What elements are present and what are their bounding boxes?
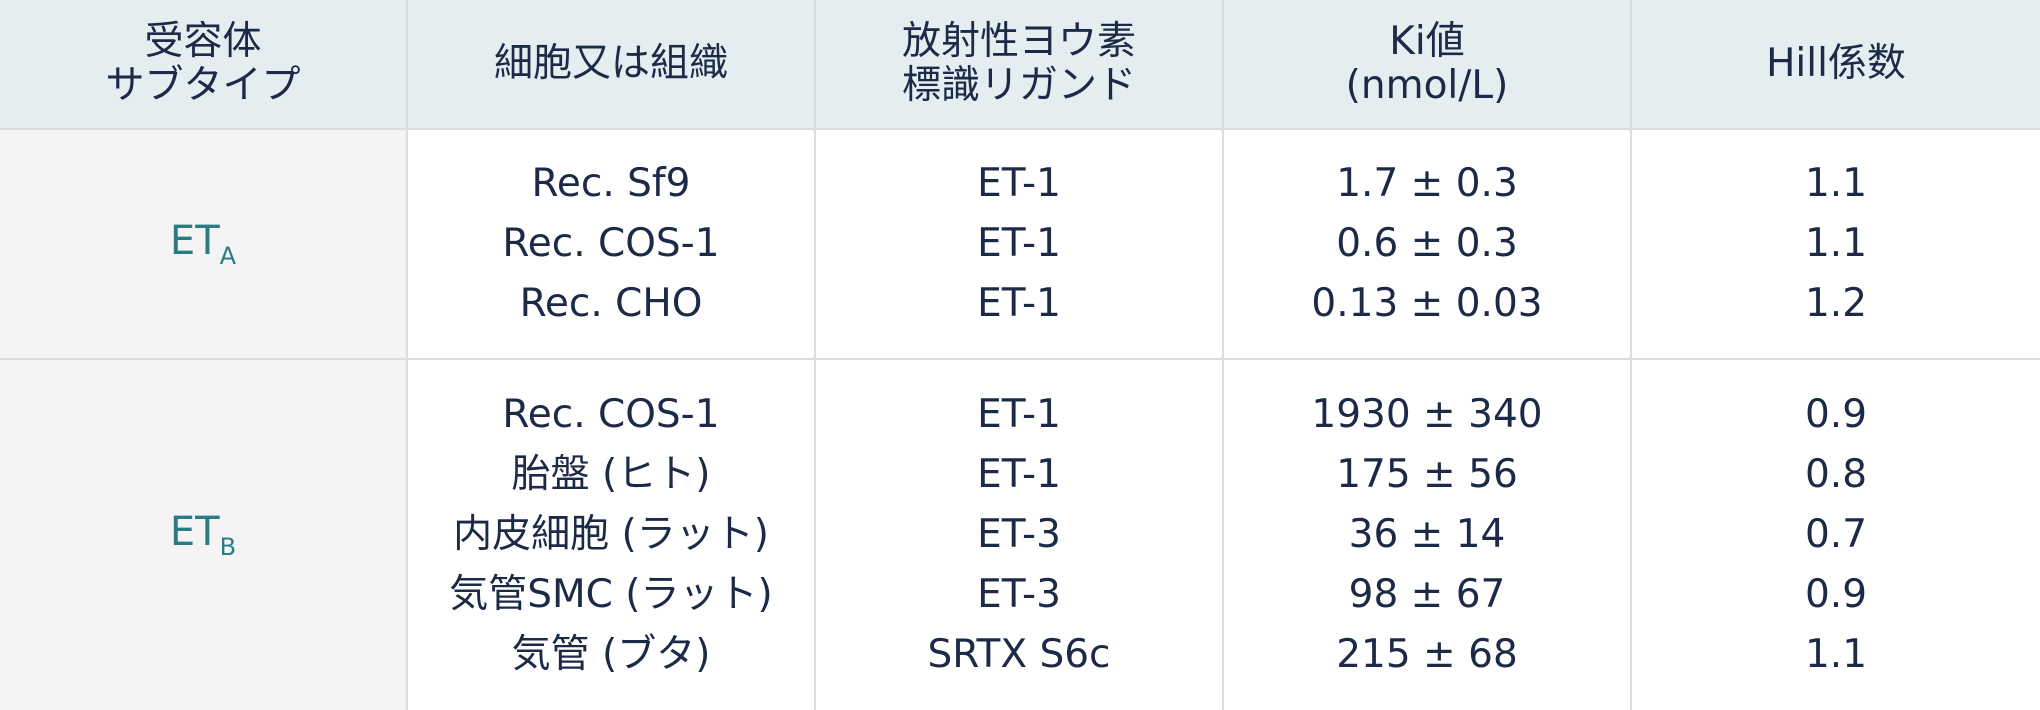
header-cell: Hill係数 [1630,0,2040,131]
cell-or-tissue: Rec. CHO [519,281,703,327]
ki-value-cell: 1.7 ± 0.3 0.6 ± 0.3 0.13 ± 0.03 [1222,128,1632,361]
ki-value: 175 ± 56 [1336,452,1518,498]
subtype-cell: ETA [0,128,408,361]
header-text: (nmol/L) [1345,63,1509,109]
ki-value: 36 ± 14 [1348,512,1506,558]
ligand: ET-1 [977,221,1061,267]
cell-or-tissue-cell: Rec. Sf9 Rec. COS-1 Rec. CHO [406,128,816,361]
ligand: SRTX S6c [927,632,1111,678]
ligand-cell: ET-1 ET-1 ET-3 ET-3 SRTX S6c [814,358,1224,710]
header-text: Ki値 [1389,19,1465,65]
hill-coefficient: 1.1 [1804,161,1868,207]
header-row: 受容体 サブタイプ 細胞又は組織 放射性ヨウ素 標識リガンド Ki値 (nmol/L) Hil… [0,0,2040,131]
body-row: ETA Rec. Sf9 Rec. COS-1 Rec. CHO ET-1 ET-1 ET-… [0,128,2040,361]
hill-coefficient: 1.1 [1804,221,1868,267]
hill-coefficient: 1.2 [1804,281,1868,327]
ligand: ET-3 [977,512,1061,558]
ligand: ET-1 [977,392,1061,438]
header-cell: Ki値 (nmol/L) [1222,0,1632,131]
hill-coefficient: 0.9 [1804,392,1868,438]
ki-value: 215 ± 68 [1336,632,1518,678]
header-cell: 受容体 サブタイプ [0,0,408,131]
header-text: 放射性ヨウ素 [901,19,1136,65]
hill-coefficient: 1.1 [1804,632,1868,678]
ki-value: 0.6 ± 0.3 [1336,221,1518,267]
header-cell: 放射性ヨウ素 標識リガンド [814,0,1224,131]
hill-coefficient: 0.7 [1804,512,1868,558]
cell-or-tissue: 胎盤 (ヒト) [511,452,711,498]
subtype-subscript: B [219,533,237,562]
ki-value: 1.7 ± 0.3 [1336,161,1518,207]
cell-or-tissue-cell: Rec. COS-1 胎盤 (ヒト) 内皮細胞 (ラット) 気管SMC (ラット) 気管… [406,358,816,710]
ligand: ET-1 [977,452,1061,498]
ligand-cell: ET-1 ET-1 ET-1 [814,128,1224,361]
ki-value-cell: 1930 ± 340 175 ± 56 36 ± 14 98 ± 67 215 ± 68 [1222,358,1632,710]
hill-coefficient-cell: 0.9 0.8 0.7 0.9 1.1 [1630,358,2040,710]
cell-or-tissue: 気管 (ブタ) [511,632,711,678]
hill-coefficient: 0.9 [1804,572,1868,618]
header-text: 標識リガンド [901,63,1136,109]
ligand: ET-1 [977,281,1061,327]
subtype-base: ET [169,218,220,265]
subtype-cell: ETB [0,358,408,710]
hill-coefficient: 0.8 [1804,452,1868,498]
hill-coefficient-cell: 1.1 1.1 1.2 [1630,128,2040,361]
subtype-subscript: A [219,242,237,271]
header-text: 細胞又は組織 [493,41,728,87]
ki-value: 1930 ± 340 [1311,392,1543,438]
ki-value: 98 ± 67 [1348,572,1506,618]
body-row: ETB Rec. COS-1 胎盤 (ヒト) 内皮細胞 (ラット) 気管SMC (ラット… [0,358,2040,710]
header-text: サブタイプ [105,63,301,109]
ligand: ET-1 [977,161,1061,207]
ki-value: 0.13 ± 0.03 [1311,281,1543,327]
cell-or-tissue: Rec. COS-1 [502,392,720,438]
header-cell: 細胞又は組織 [406,0,816,131]
cell-or-tissue: 気管SMC (ラット) [449,572,773,618]
header-text: Hill係数 [1766,41,1906,87]
cell-or-tissue: Rec. Sf9 [531,161,691,207]
cell-or-tissue: Rec. COS-1 [502,221,720,267]
subtype-base: ET [169,509,220,556]
header-text: 受容体 [144,19,262,65]
cell-or-tissue: 内皮細胞 (ラット) [453,512,769,558]
ligand: ET-3 [977,572,1061,618]
